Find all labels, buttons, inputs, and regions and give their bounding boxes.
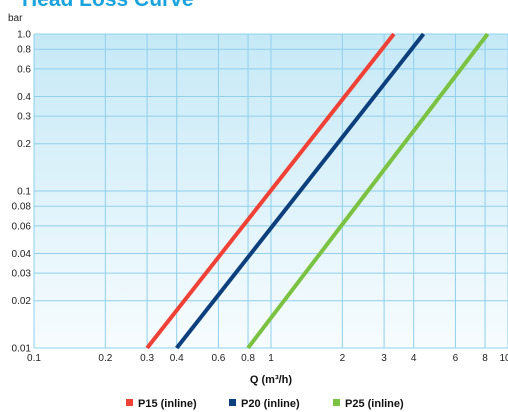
y-tick-label: 0.4 [17, 92, 31, 103]
x-tick-label: 8 [482, 353, 488, 364]
y-tick-label: 0.08 [12, 202, 32, 213]
chart-title: Head Loss Curve [22, 0, 194, 10]
x-tick-label: 0.1 [27, 353, 41, 364]
y-tick-label: 0.8 [17, 45, 31, 56]
x-tick-label: 0.2 [98, 353, 112, 364]
x-tick-label: 0.6 [211, 353, 225, 364]
y-tick-label: 1.0 [17, 30, 31, 41]
y-tick-labels: 0.01 0.02 0.03 0.04 0.06 0.08 0.1 0.2 0.3 0.4 0.6 0… [12, 30, 32, 355]
series-line-3 [246, 32, 490, 350]
legend-label: P20 (inline) [241, 398, 300, 410]
x-tick-label: 1 [268, 353, 274, 364]
legend-swatch [333, 399, 340, 406]
y-tick-label: 0.02 [12, 296, 32, 307]
legend-label: P15 (inline) [138, 398, 197, 410]
x-tick-label: 10 [499, 353, 508, 364]
y-tick-label: 0.3 [17, 112, 31, 123]
y-tick-label: 0.03 [12, 269, 32, 280]
y-tick-label: 0.6 [17, 64, 31, 75]
legend-swatch [126, 399, 133, 406]
y-tick-label: 0.01 [12, 344, 32, 355]
x-tick-label: 3 [381, 353, 387, 364]
x-tick-label: 2 [340, 353, 346, 364]
y-axis-unit: bar [8, 13, 23, 24]
series-lines [145, 32, 490, 350]
legend: P15 (inline) P20 (inline) P25 (inline) [126, 398, 404, 410]
x-axis-title: Q (m³/h) [250, 374, 292, 386]
x-tick-label: 4 [411, 353, 417, 364]
x-tick-label: 0.8 [241, 353, 255, 364]
y-tick-label: 0.2 [17, 139, 31, 150]
x-tick-label: 0.4 [170, 353, 184, 364]
series-line-2 [175, 32, 426, 350]
y-tick-label: 0.1 [17, 187, 31, 198]
x-tick-label: 6 [453, 353, 459, 364]
legend-label: P25 (inline) [345, 398, 404, 410]
x-tick-label: 0.3 [140, 353, 154, 364]
series-line-1 [145, 32, 396, 350]
x-tick-labels: 0.1 0.2 0.3 0.4 0.6 0.8 1 2 3 4 6 8 10 [27, 353, 508, 364]
legend-swatch [229, 399, 236, 406]
y-tick-label: 0.04 [12, 249, 32, 260]
y-tick-label: 0.06 [12, 221, 32, 232]
